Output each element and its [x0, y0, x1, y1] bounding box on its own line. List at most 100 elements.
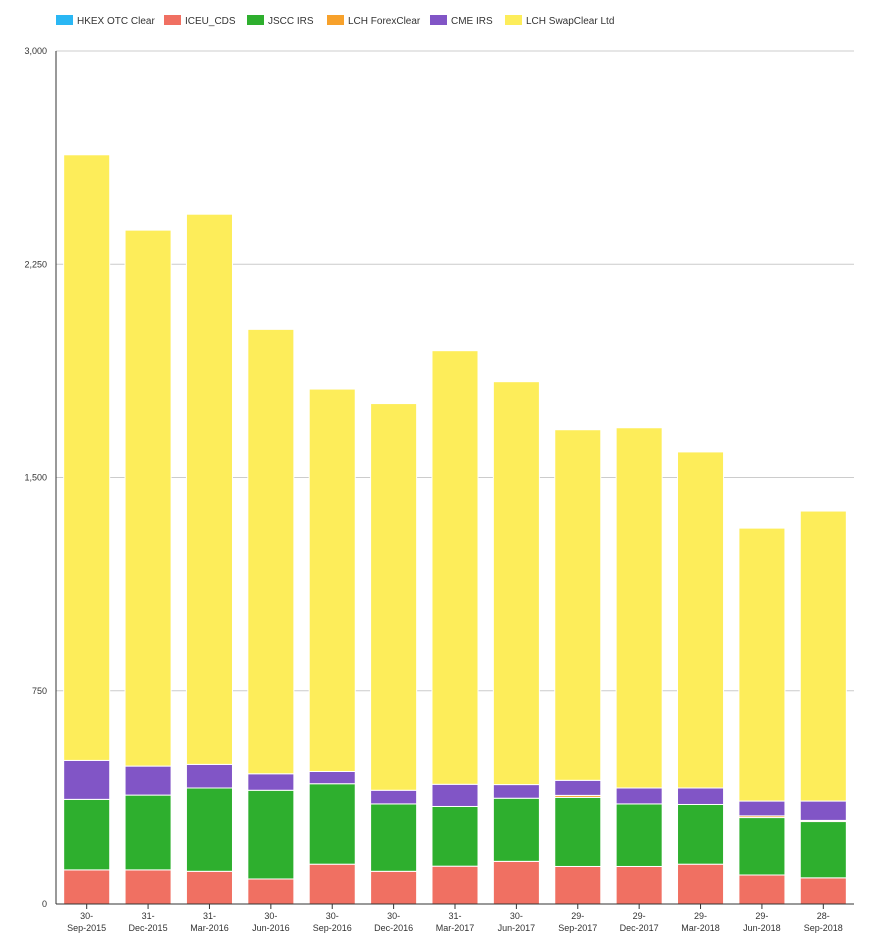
legend-label: ICEU_CDS [185, 16, 236, 27]
bar-stack-30-dec-2016 [370, 403, 418, 905]
bar-iceu-cds[interactable] [247, 878, 295, 905]
bar-cme-irs[interactable] [554, 779, 602, 796]
bar-lch-swapclear-ltd[interactable] [124, 229, 172, 767]
bar-cme-irs[interactable] [370, 789, 418, 805]
bar-lch-swapclear-ltd[interactable] [247, 328, 295, 775]
bar-jscc-irs[interactable] [308, 783, 356, 865]
legend-swatch [247, 15, 264, 25]
bar-jscc-irs[interactable] [63, 798, 111, 871]
bar-iceu-cds[interactable] [185, 870, 233, 905]
legend-swatch [430, 15, 447, 25]
bar-iceu-cds[interactable] [431, 865, 479, 905]
legend-item-lch-swapclear-ltd[interactable]: LCH SwapClear Ltd [505, 15, 614, 27]
bar-iceu-cds[interactable] [677, 863, 725, 905]
bar-lch-swapclear-ltd[interactable] [63, 154, 111, 761]
bar-iceu-cds[interactable] [799, 877, 847, 905]
y-axis: 0 750 1,500 2,250 3,000 [24, 46, 57, 909]
legend-swatch [505, 15, 522, 25]
bar-lch-swapclear-ltd[interactable] [615, 427, 663, 789]
x-tick-label: 28-Sep-2018 [804, 911, 843, 933]
bar-stack-30-jun-2016 [247, 328, 295, 905]
bar-iceu-cds[interactable] [738, 874, 786, 905]
x-tick-label: 31-Dec-2015 [129, 911, 168, 933]
bar-cme-irs[interactable] [492, 784, 540, 799]
legend-item-hkex-otc-clear[interactable]: HKEX OTC Clear [56, 15, 155, 27]
bar-jscc-irs[interactable] [370, 803, 418, 872]
bar-lch-swapclear-ltd[interactable] [677, 451, 725, 789]
bar-jscc-irs[interactable] [554, 796, 602, 867]
x-tick-label: 30-Sep-2016 [313, 911, 352, 933]
legend-label: CME IRS [451, 16, 493, 27]
legend-label: LCH ForexClear [348, 16, 421, 27]
bar-cme-irs[interactable] [185, 763, 233, 789]
bar-stack-30-jun-2017 [492, 381, 540, 905]
bar-jscc-irs[interactable] [124, 794, 172, 871]
bar-cme-irs[interactable] [799, 800, 847, 821]
bar-lch-swapclear-ltd[interactable] [370, 403, 418, 791]
bar-iceu-cds[interactable] [615, 865, 663, 905]
bar-cme-irs[interactable] [308, 771, 356, 785]
bar-lch-swapclear-ltd[interactable] [738, 527, 786, 802]
y-tick-label: 2,250 [24, 259, 47, 269]
bar-jscc-irs[interactable] [677, 803, 725, 865]
bar-stack-31-mar-2016 [185, 213, 233, 905]
legend-item-lch-forexclear[interactable]: LCH ForexClear [327, 15, 421, 27]
legend-item-cme-irs[interactable]: CME IRS [430, 15, 493, 27]
legend-label: LCH SwapClear Ltd [526, 16, 614, 27]
bar-cme-irs[interactable] [63, 759, 111, 800]
bar-jscc-irs[interactable] [799, 821, 847, 879]
x-tick-label: 29-Dec-2017 [620, 911, 659, 933]
bar-jscc-irs[interactable] [492, 797, 540, 862]
bar-cme-irs[interactable] [615, 787, 663, 805]
y-tick-label: 0 [42, 899, 47, 909]
bar-stack-29-jun-2018 [738, 527, 786, 905]
bar-lch-swapclear-ltd[interactable] [185, 213, 233, 765]
bar-iceu-cds[interactable] [370, 870, 418, 905]
x-tick-label: 30-Jun-2016 [252, 911, 290, 933]
bar-stack-30-sep-2016 [308, 388, 356, 905]
y-tick-label: 750 [32, 686, 47, 696]
bar-stack-29-sep-2017 [554, 429, 602, 905]
y-tick-label: 3,000 [24, 46, 47, 56]
legend-label: JSCC IRS [268, 16, 314, 27]
bar-stack-31-mar-2017 [431, 350, 479, 905]
bar-cme-irs[interactable] [124, 765, 172, 796]
bar-iceu-cds[interactable] [124, 869, 172, 905]
x-tick-label: 29-Mar-2018 [681, 911, 720, 933]
bar-jscc-irs[interactable] [247, 789, 295, 880]
legend: HKEX OTC Clear ICEU_CDS JSCC IRS LCH ForexC… [56, 15, 614, 27]
legend-swatch [164, 15, 181, 25]
bar-iceu-cds[interactable] [63, 869, 111, 905]
x-tick-label: 29-Sep-2017 [558, 911, 597, 933]
bar-jscc-irs[interactable] [738, 817, 786, 876]
x-axis: 30-Sep-2015 31-Dec-2015 31-Mar-2016 30-Jun-… [56, 903, 854, 933]
bar-lch-swapclear-ltd[interactable] [308, 388, 356, 773]
bar-lch-swapclear-ltd[interactable] [431, 350, 479, 785]
x-tick-label: 31-Mar-2017 [436, 911, 475, 933]
x-tick-label: 30-Dec-2016 [374, 911, 413, 933]
bar-cme-irs[interactable] [677, 787, 725, 805]
bar-jscc-irs[interactable] [431, 805, 479, 867]
bar-jscc-irs[interactable] [185, 787, 233, 872]
bar-cme-irs[interactable] [431, 783, 479, 807]
bar-cme-irs[interactable] [738, 800, 786, 817]
bar-iceu-cds[interactable] [492, 860, 540, 905]
bar-lch-swapclear-ltd[interactable] [554, 429, 602, 781]
bar-cme-irs[interactable] [247, 773, 295, 791]
bar-iceu-cds[interactable] [308, 863, 356, 905]
x-tick-label: 31-Mar-2016 [190, 911, 229, 933]
bar-jscc-irs[interactable] [615, 803, 663, 867]
x-tick-label: 30-Jun-2017 [498, 911, 536, 933]
bar-iceu-cds[interactable] [554, 865, 602, 905]
legend-swatch [56, 15, 73, 25]
legend-label: HKEX OTC Clear [77, 16, 155, 27]
bar-stack-31-dec-2015 [124, 229, 172, 905]
legend-item-jscc-irs[interactable]: JSCC IRS [247, 15, 314, 27]
y-tick-label: 1,500 [24, 473, 47, 483]
bar-lch-swapclear-ltd[interactable] [492, 381, 540, 786]
bar-lch-swapclear-ltd[interactable] [799, 510, 847, 802]
bar-stack-29-mar-2018 [677, 451, 725, 905]
bar-stack-30-sep-2015 [63, 154, 111, 905]
legend-item-iceu-cds[interactable]: ICEU_CDS [164, 15, 236, 27]
